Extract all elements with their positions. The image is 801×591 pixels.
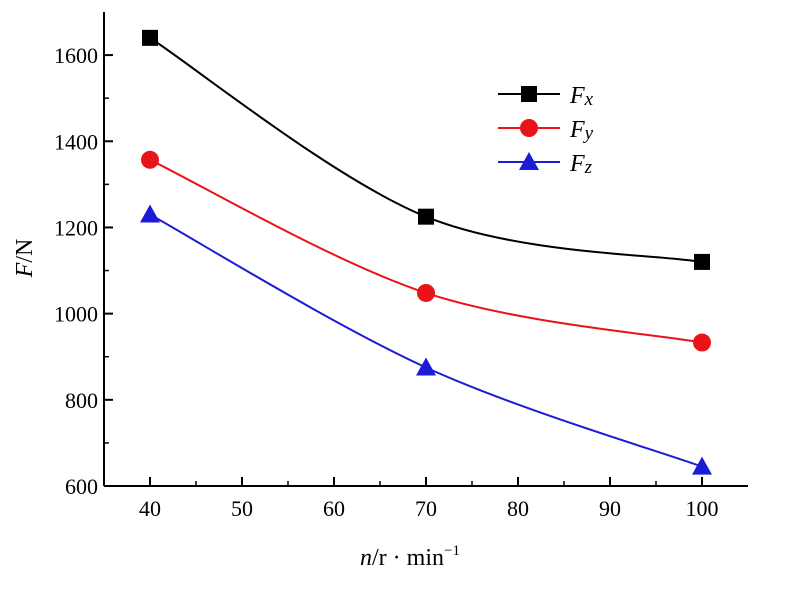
data-point-fz	[416, 357, 436, 376]
series-fx	[142, 29, 710, 270]
legend-marker-triangle	[519, 152, 539, 170]
series-line-fz	[149, 213, 703, 468]
legend-item-fy: Fy	[498, 117, 594, 144]
data-point-fx	[418, 208, 434, 225]
data-point-fy	[141, 150, 159, 169]
axes: 600 800 1000 1200 1400 1600 40 50 60 70 80 90 100	[54, 12, 748, 521]
legend-marker-circle	[520, 119, 538, 137]
y-tick-label: 1600	[54, 43, 98, 68]
data-point-fy	[417, 283, 435, 302]
x-axis-title: n/r · min−1	[360, 543, 460, 571]
x-tick-label: 50	[231, 496, 253, 521]
legend-item-fx: Fx	[498, 83, 594, 110]
y-tick-label: 1000	[54, 302, 98, 327]
y-tick-label: 1400	[54, 129, 98, 154]
x-tick-label: 60	[323, 496, 345, 521]
x-tick-label: 80	[507, 496, 529, 521]
legend-label: Fy	[569, 117, 594, 144]
legend: Fx Fy Fz	[498, 83, 594, 178]
series-line-fx	[149, 37, 703, 263]
legend-label: Fz	[569, 151, 593, 178]
series-fy	[141, 150, 711, 352]
y-tick-label: 800	[65, 388, 98, 413]
x-tick-label: 100	[686, 496, 719, 521]
data-point-fy	[693, 333, 711, 352]
data-point-fx	[142, 29, 158, 46]
legend-marker-square	[521, 86, 537, 102]
x-tick-label: 90	[599, 496, 621, 521]
data-point-fz	[140, 204, 160, 223]
legend-label: Fx	[569, 83, 594, 110]
data-point-fz	[692, 456, 712, 475]
data-point-fx	[694, 253, 710, 270]
y-axis-title: F/N	[12, 239, 38, 279]
y-tick-label: 600	[65, 474, 98, 499]
series-line-fy	[149, 158, 703, 344]
series-layer	[140, 29, 712, 475]
series-fz	[140, 204, 712, 475]
legend-item-fz: Fz	[498, 151, 593, 178]
x-tick-label: 70	[415, 496, 437, 521]
x-tick-label: 40	[139, 496, 161, 521]
y-tick-label: 1200	[54, 215, 98, 240]
